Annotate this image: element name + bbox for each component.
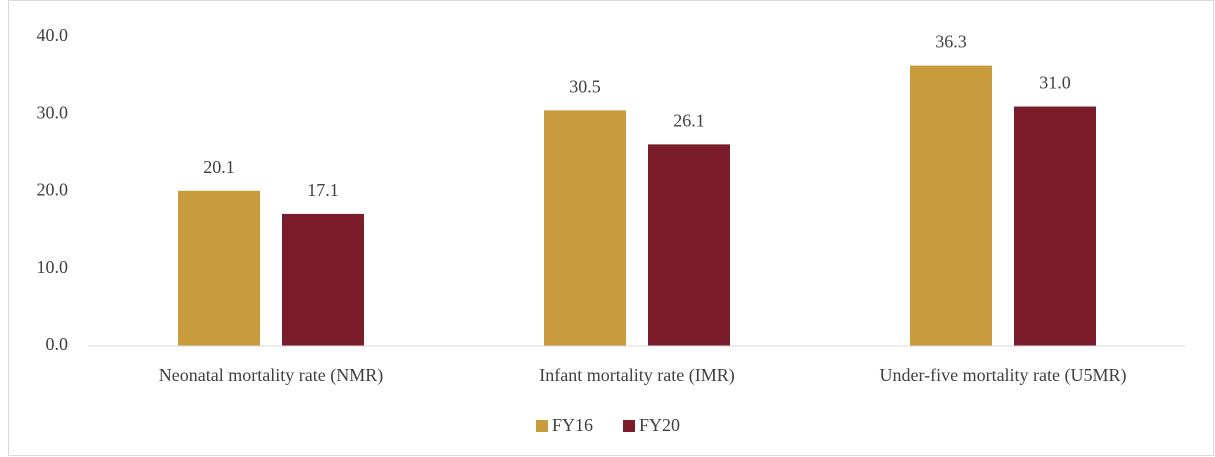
value-label: 36.3 [935, 32, 967, 52]
legend-swatch [623, 420, 636, 432]
bar [1014, 106, 1096, 347]
value-label: 26.1 [673, 111, 705, 131]
bar [544, 110, 626, 346]
y-tick-label: 30.0 [37, 102, 69, 122]
x-tick-label: Neonatal mortality rate (NMR) [159, 365, 383, 386]
value-label: 30.5 [569, 77, 601, 97]
legend-label: FY16 [552, 415, 593, 435]
bar [910, 65, 992, 347]
bar [648, 144, 730, 346]
legend-label: FY20 [639, 415, 680, 435]
x-tick-label: Infant mortality rate (IMR) [539, 365, 734, 386]
x-tick-label: Under-five mortality rate (U5MR) [879, 365, 1126, 386]
chart-frame [8, 0, 1214, 456]
value-label: 17.1 [307, 180, 339, 200]
y-tick-label: 40.0 [37, 25, 69, 45]
y-tick-label: 20.0 [37, 180, 69, 200]
y-tick-label: 10.0 [37, 257, 69, 277]
bar [178, 190, 260, 346]
value-label: 20.1 [203, 157, 235, 177]
y-tick-label: 0.0 [46, 334, 69, 354]
legend-swatch [536, 420, 548, 432]
bar [282, 213, 364, 346]
value-label: 31.0 [1039, 73, 1071, 93]
